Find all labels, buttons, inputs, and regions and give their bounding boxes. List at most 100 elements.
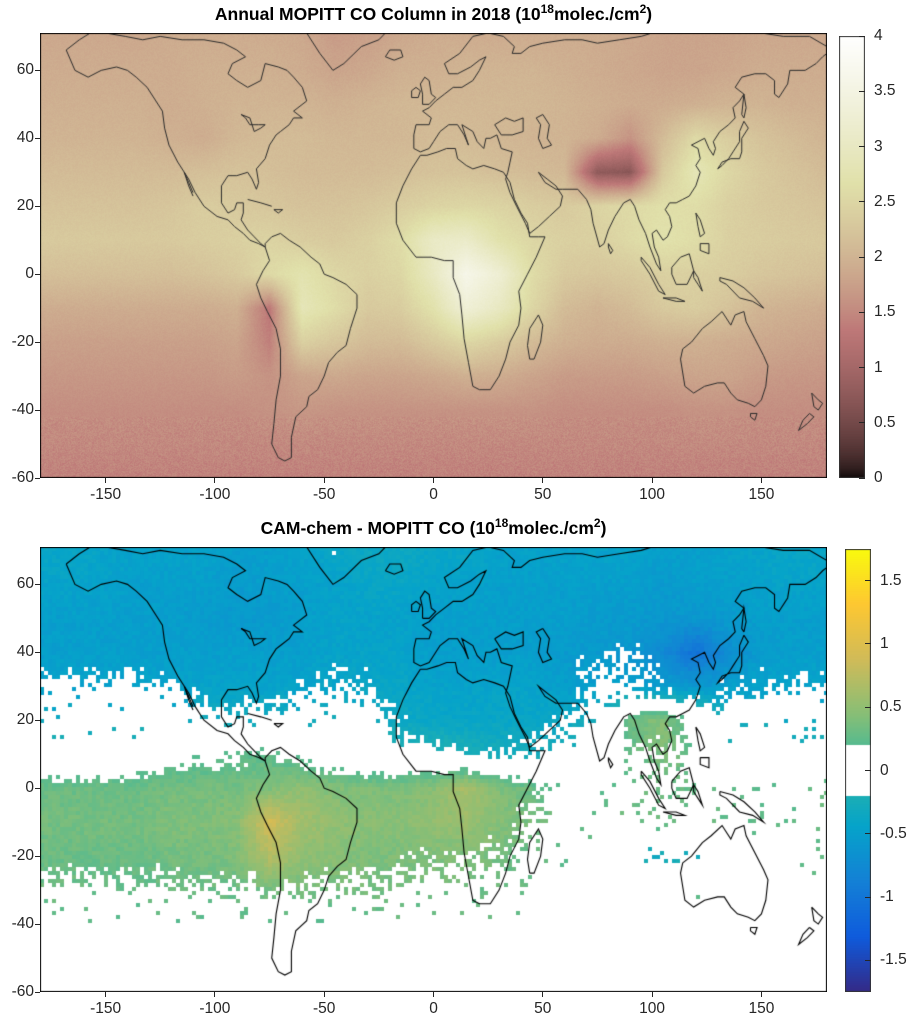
- x-tick-label: 100: [639, 1000, 666, 1017]
- y-tick-label: 40: [16, 643, 34, 661]
- colorbar-tick-mark: [859, 256, 865, 258]
- x-tick-mark: [760, 478, 762, 483]
- y-tick-mark: [35, 583, 40, 585]
- colorbar-tick-label: 1: [874, 358, 883, 376]
- x-tick-mark: [760, 992, 762, 997]
- colorbar-tick-label: 3.5: [874, 82, 896, 100]
- top-map-canvas: [40, 33, 827, 478]
- y-tick-mark: [35, 719, 40, 721]
- colorbar-tick-mark: [865, 706, 871, 708]
- y-tick-label: 0: [25, 265, 34, 283]
- x-tick-label: 50: [534, 1000, 552, 1017]
- x-tick-mark: [214, 992, 216, 997]
- y-tick-label: 20: [16, 711, 34, 729]
- x-tick-mark: [433, 992, 434, 997]
- bottom-title-superscript-2: 2: [593, 516, 601, 530]
- x-tick-label: -100: [199, 486, 231, 503]
- colorbar-tick-mark: [859, 422, 865, 424]
- bottom-map-canvas: [40, 547, 827, 992]
- bottom-title-close-paren: ): [600, 518, 607, 538]
- colorbar-tick-label: -0.5: [880, 824, 907, 842]
- x-tick-label: 150: [748, 486, 775, 503]
- colorbar-tick-mark: [859, 90, 865, 92]
- y-tick-mark: [35, 855, 40, 857]
- x-tick-label: 150: [748, 1000, 775, 1017]
- colorbar-tick-mark: [865, 580, 871, 582]
- y-tick-mark: [35, 137, 40, 139]
- bottom-title-superscript-18: 18: [494, 516, 509, 530]
- colorbar-tick-label: -1.5: [880, 951, 907, 969]
- y-tick-mark: [35, 651, 40, 653]
- bottom-title-units: molec./cm: [508, 518, 594, 538]
- y-tick-label: 60: [16, 575, 34, 593]
- y-tick-label: 40: [16, 129, 34, 147]
- colorbar-tick-label: 0: [880, 761, 889, 779]
- x-tick-mark: [542, 478, 544, 483]
- colorbar-tick-mark: [865, 643, 871, 645]
- colorbar-tick-mark: [859, 146, 865, 147]
- x-tick-mark: [433, 478, 434, 483]
- colorbar-tick-label: 4: [874, 27, 883, 44]
- top-title-superscript-18: 18: [540, 2, 554, 16]
- colorbar-tick-label: 3: [874, 137, 883, 155]
- x-tick-label: -150: [90, 1000, 122, 1017]
- top-title-superscript-2: 2: [639, 2, 647, 16]
- colorbar-tick-mark: [865, 833, 871, 835]
- y-tick-mark: [35, 205, 40, 207]
- x-tick-mark: [542, 992, 544, 997]
- bottom-title-text: CAM-chem - MOPITT CO (10: [260, 518, 495, 538]
- colorbar-tick-label: 1.5: [874, 303, 896, 321]
- top-title-text: Annual MOPITT CO Column in 2018 (10: [214, 4, 541, 24]
- y-tick-mark: [35, 923, 40, 925]
- x-tick-mark: [651, 478, 653, 483]
- colorbar-tick-label: 1: [880, 634, 889, 652]
- x-tick-label: -50: [312, 1000, 336, 1017]
- x-tick-label: -50: [312, 486, 336, 503]
- x-tick-label: 0: [429, 486, 438, 503]
- x-tick-label: -100: [199, 1000, 231, 1017]
- top-title-close-paren: ): [646, 4, 653, 24]
- y-tick-label: -20: [11, 847, 34, 865]
- colorbar-tick-mark: [859, 477, 865, 479]
- x-tick-mark: [323, 992, 325, 997]
- y-tick-label: 60: [16, 61, 34, 79]
- colorbar-tick-label: 0.5: [874, 413, 896, 431]
- y-tick-mark: [35, 991, 40, 993]
- colorbar-tick-mark: [859, 367, 865, 368]
- y-tick-mark: [35, 477, 40, 479]
- colorbar-tick-mark: [865, 770, 871, 771]
- top-title-units: molec./cm: [553, 4, 640, 24]
- colorbar-tick-label: 2: [874, 248, 883, 265]
- x-tick-mark: [105, 992, 107, 997]
- y-tick-mark: [35, 273, 40, 275]
- colorbar-tick-label: 1.5: [880, 571, 902, 589]
- y-tick-mark: [35, 787, 40, 789]
- y-tick-label: 0: [25, 779, 34, 797]
- y-tick-label: 20: [16, 197, 34, 215]
- colorbar-tick-label: -1: [880, 888, 894, 906]
- y-tick-label: -40: [11, 915, 34, 933]
- colorbar-tick-mark: [859, 201, 865, 203]
- y-tick-label: -40: [11, 401, 34, 419]
- y-tick-mark: [35, 69, 40, 71]
- colorbar-tick-label: 2.5: [874, 192, 896, 210]
- x-tick-label: -150: [90, 486, 122, 503]
- colorbar-tick-mark: [859, 35, 865, 37]
- x-tick-mark: [214, 478, 216, 483]
- y-tick-mark: [35, 341, 40, 343]
- colorbar-tick-label: 0.5: [880, 698, 902, 716]
- top-chart-title: Annual MOPITT CO Column in 2018 (1018mol…: [40, 2, 827, 25]
- bottom-chart-title: CAM-chem - MOPITT CO (1018molec./cm2): [40, 516, 827, 539]
- x-tick-mark: [105, 478, 107, 483]
- x-tick-mark: [651, 992, 653, 997]
- y-tick-label: -60: [11, 983, 34, 1000]
- colorbar-tick-label: 0: [874, 469, 883, 486]
- x-tick-mark: [323, 478, 325, 483]
- y-tick-label: -20: [11, 333, 34, 351]
- x-tick-label: 0: [429, 1000, 438, 1017]
- colorbar-tick-mark: [865, 959, 871, 961]
- y-tick-mark: [35, 409, 40, 411]
- colorbar-tick-mark: [859, 311, 865, 313]
- y-tick-label: -60: [11, 469, 34, 486]
